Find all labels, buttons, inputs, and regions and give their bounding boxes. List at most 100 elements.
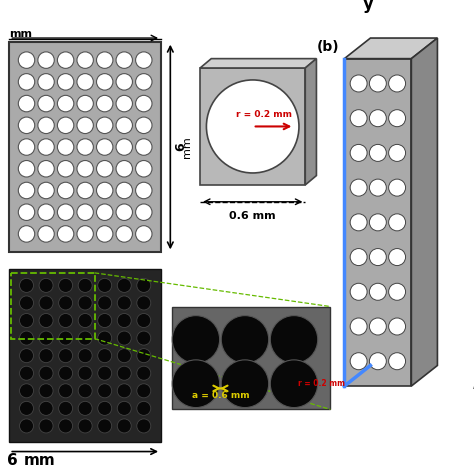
Circle shape xyxy=(389,353,406,370)
Polygon shape xyxy=(9,269,161,442)
Circle shape xyxy=(221,316,269,364)
Circle shape xyxy=(59,419,73,433)
Circle shape xyxy=(389,214,406,231)
Text: k: k xyxy=(473,381,474,391)
Circle shape xyxy=(369,214,386,231)
Circle shape xyxy=(38,182,55,199)
Circle shape xyxy=(369,75,386,92)
Polygon shape xyxy=(200,68,305,185)
Circle shape xyxy=(369,248,386,265)
Circle shape xyxy=(137,419,151,433)
Text: 6: 6 xyxy=(8,454,18,468)
Circle shape xyxy=(39,313,53,328)
Circle shape xyxy=(350,145,367,162)
Circle shape xyxy=(116,52,132,68)
Circle shape xyxy=(38,117,55,134)
Circle shape xyxy=(116,204,132,220)
Circle shape xyxy=(117,278,131,292)
Circle shape xyxy=(137,313,151,328)
Circle shape xyxy=(97,182,113,199)
Circle shape xyxy=(136,73,152,90)
Circle shape xyxy=(116,226,132,242)
Circle shape xyxy=(19,401,34,415)
Text: r = 0.2 mm: r = 0.2 mm xyxy=(236,110,292,119)
Circle shape xyxy=(136,204,152,220)
Circle shape xyxy=(18,117,35,134)
Circle shape xyxy=(116,161,132,177)
Circle shape xyxy=(57,73,74,90)
Circle shape xyxy=(39,419,53,433)
Circle shape xyxy=(136,226,152,242)
Circle shape xyxy=(206,80,299,173)
Circle shape xyxy=(19,384,34,398)
Circle shape xyxy=(78,278,92,292)
Circle shape xyxy=(98,401,112,415)
Circle shape xyxy=(172,360,219,408)
Circle shape xyxy=(77,52,93,68)
Circle shape xyxy=(18,95,35,112)
Circle shape xyxy=(78,331,92,345)
Circle shape xyxy=(19,331,34,345)
Polygon shape xyxy=(172,307,330,410)
Circle shape xyxy=(117,384,131,398)
Circle shape xyxy=(77,182,93,199)
Circle shape xyxy=(369,318,386,335)
Circle shape xyxy=(116,117,132,134)
Polygon shape xyxy=(9,42,161,252)
Circle shape xyxy=(39,331,53,345)
Circle shape xyxy=(59,331,73,345)
Circle shape xyxy=(19,278,34,292)
Circle shape xyxy=(137,384,151,398)
Circle shape xyxy=(97,73,113,90)
Circle shape xyxy=(350,353,367,370)
Circle shape xyxy=(77,117,93,134)
Circle shape xyxy=(19,349,34,363)
Circle shape xyxy=(38,73,55,90)
Circle shape xyxy=(137,331,151,345)
Circle shape xyxy=(78,366,92,380)
Circle shape xyxy=(116,139,132,155)
Text: a = 0.6 mm: a = 0.6 mm xyxy=(191,391,249,400)
Circle shape xyxy=(78,401,92,415)
Circle shape xyxy=(389,109,406,127)
Circle shape xyxy=(59,296,73,310)
Circle shape xyxy=(117,331,131,345)
Circle shape xyxy=(18,139,35,155)
Circle shape xyxy=(78,313,92,328)
Polygon shape xyxy=(200,59,317,68)
Text: mm: mm xyxy=(182,136,192,158)
Circle shape xyxy=(77,95,93,112)
Circle shape xyxy=(59,384,73,398)
Circle shape xyxy=(369,353,386,370)
Circle shape xyxy=(389,248,406,265)
Circle shape xyxy=(136,117,152,134)
Polygon shape xyxy=(344,59,411,386)
Circle shape xyxy=(136,182,152,199)
Circle shape xyxy=(78,384,92,398)
Circle shape xyxy=(389,145,406,162)
Circle shape xyxy=(137,349,151,363)
Circle shape xyxy=(78,349,92,363)
Circle shape xyxy=(38,139,55,155)
Circle shape xyxy=(38,95,55,112)
Circle shape xyxy=(116,95,132,112)
Circle shape xyxy=(18,161,35,177)
Circle shape xyxy=(369,283,386,301)
Circle shape xyxy=(116,182,132,199)
Circle shape xyxy=(78,419,92,433)
Circle shape xyxy=(137,278,151,292)
Circle shape xyxy=(97,204,113,220)
Circle shape xyxy=(172,316,219,364)
Circle shape xyxy=(59,278,73,292)
Circle shape xyxy=(78,296,92,310)
Circle shape xyxy=(350,179,367,196)
Circle shape xyxy=(389,75,406,92)
Circle shape xyxy=(98,349,112,363)
Circle shape xyxy=(57,52,74,68)
Text: y: y xyxy=(363,0,374,13)
Circle shape xyxy=(98,296,112,310)
Circle shape xyxy=(38,204,55,220)
Circle shape xyxy=(18,204,35,220)
Circle shape xyxy=(136,161,152,177)
Circle shape xyxy=(98,419,112,433)
